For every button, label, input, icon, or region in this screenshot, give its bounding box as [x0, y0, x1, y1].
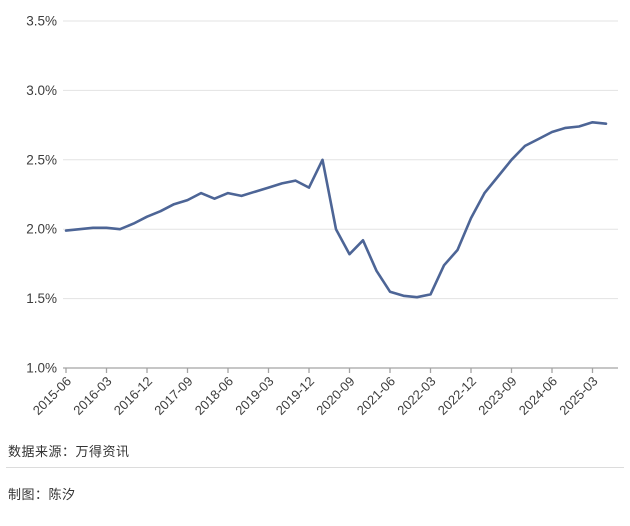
x-axis-tick-label: 2019-03: [232, 374, 276, 418]
x-axis-tick-label: 2024-06: [516, 374, 560, 418]
line-chart: 1.0%1.5%2.0%2.5%3.0%3.5%2015-062016-0320…: [26, 14, 618, 418]
x-axis-tick-label: 2016-03: [70, 374, 114, 418]
x-axis-tick-label: 2022-12: [435, 374, 479, 418]
credit-label: 制图：陈汐: [8, 487, 76, 502]
x-axis-tick-label: 2016-12: [111, 374, 155, 418]
x-axis-tick-label: 2020-09: [313, 374, 357, 418]
y-axis-tick-label: 3.5%: [26, 14, 57, 29]
y-axis-tick-label: 3.0%: [26, 83, 57, 98]
y-axis-tick-label: 1.0%: [26, 361, 57, 376]
x-axis-tick-label: 2015-06: [30, 374, 74, 418]
data-line: [64, 121, 608, 299]
x-axis-tick-label: 2017-09: [151, 374, 195, 418]
y-axis-tick-label: 2.5%: [26, 152, 57, 167]
x-axis-tick-label: 2021-06: [354, 374, 398, 418]
x-axis-tick-label: 2022-03: [394, 374, 438, 418]
footer-divider: [6, 467, 624, 468]
x-axis-tick-label: 2018-06: [192, 374, 236, 418]
x-axis-tick-label: 2023-09: [475, 374, 519, 418]
data-source-label: 数据来源：万得资讯: [8, 444, 130, 459]
y-axis-tick-label: 1.5%: [26, 291, 57, 306]
x-axis-tick-label: 2019-12: [273, 374, 317, 418]
x-axis-tick-label: 2025-03: [556, 374, 600, 418]
y-axis-tick-label: 2.0%: [26, 222, 57, 237]
